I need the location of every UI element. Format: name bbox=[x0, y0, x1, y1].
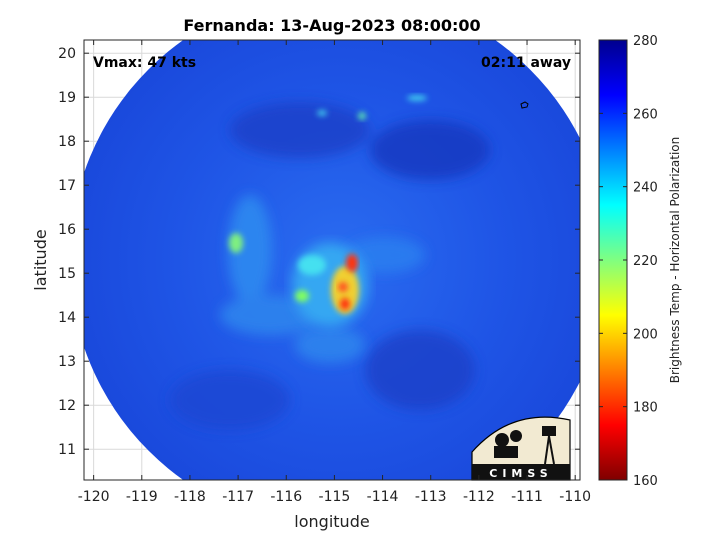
x-tick-label: -120 bbox=[78, 489, 110, 505]
x-tick-label: -113 bbox=[415, 489, 447, 505]
y-tick-label: 13 bbox=[58, 354, 76, 370]
colorbar-label: Brightness Temp - Horizontal Polarizatio… bbox=[668, 137, 682, 384]
logo-text: CIMSS bbox=[489, 467, 552, 480]
colorbar-tick-label: 240 bbox=[633, 181, 658, 196]
x-tick-label: -118 bbox=[174, 489, 206, 505]
island-contour bbox=[520, 101, 529, 109]
colorbar-tick-label: 280 bbox=[633, 34, 658, 49]
y-tick-label: 17 bbox=[58, 178, 76, 194]
x-tick-label: -111 bbox=[511, 489, 543, 505]
y-tick-label: 18 bbox=[58, 134, 76, 150]
y-tick-label: 15 bbox=[58, 266, 76, 282]
y-tick-label: 19 bbox=[58, 90, 76, 106]
y-axis: 11 12 13 14 15 16 17 18 19 20 bbox=[58, 46, 580, 458]
x-tick-label: -112 bbox=[463, 489, 495, 505]
colorbar-tick-label: 180 bbox=[633, 401, 658, 416]
y-axis-label: latitude bbox=[31, 229, 50, 290]
x-axis: -120 -119 -118 -117 -116 -115 -114 -113 -112 -111… bbox=[78, 40, 591, 505]
colorbar-ticks: 160 180 200 220 240 260 280 bbox=[599, 34, 658, 489]
x-tick-label: -117 bbox=[222, 489, 254, 505]
time-away-label: 02:11 away bbox=[481, 55, 571, 71]
plot-frame bbox=[83, 39, 581, 481]
colorbar bbox=[598, 39, 628, 481]
x-axis-label: longitude bbox=[294, 512, 369, 531]
colorbar-tick-label: 160 bbox=[633, 474, 658, 489]
x-tick-label: -116 bbox=[270, 489, 302, 505]
y-tick-label: 11 bbox=[58, 442, 76, 458]
y-tick-label: 12 bbox=[58, 398, 76, 414]
cimss-logo: CIMSS bbox=[471, 416, 571, 481]
x-tick-label: -114 bbox=[367, 489, 399, 505]
x-tick-label: -115 bbox=[319, 489, 351, 505]
x-tick-label: -110 bbox=[559, 489, 591, 505]
y-tick-label: 16 bbox=[58, 222, 76, 238]
colorbar-tick-label: 260 bbox=[633, 107, 658, 122]
swath-texture bbox=[170, 95, 490, 430]
y-tick-label: 20 bbox=[58, 46, 76, 62]
vmax-label: Vmax: 47 kts bbox=[93, 55, 196, 71]
x-tick-label: -119 bbox=[126, 489, 158, 505]
colorbar-tick-label: 220 bbox=[633, 254, 658, 269]
swath-image bbox=[84, 40, 580, 480]
colorbar-tick-label: 200 bbox=[633, 327, 658, 342]
chart-title: Fernanda: 13-Aug-2023 08:00:00 bbox=[183, 16, 480, 35]
y-tick-label: 14 bbox=[58, 310, 76, 326]
